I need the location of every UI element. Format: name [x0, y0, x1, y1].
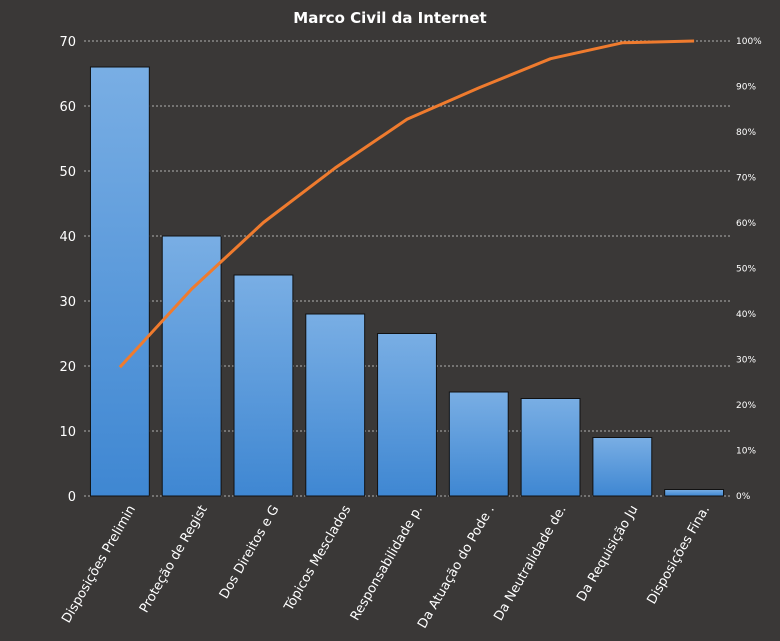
y2-tick-label: 60%	[736, 219, 756, 229]
cumulative-line	[118, 39, 695, 369]
bar	[592, 437, 653, 497]
y2-tick-label: 10%	[736, 447, 756, 457]
y-tick-label: 60	[59, 100, 76, 115]
bar	[305, 313, 366, 497]
x-tick-label: Dos Direitos e G	[217, 503, 283, 602]
x-tick-label: Da Requisição Ju	[574, 503, 641, 604]
bar	[161, 235, 222, 497]
y2-tick-label: 20%	[736, 401, 756, 411]
y-tick-label: 50	[59, 165, 76, 180]
y-tick-label: 40	[59, 230, 76, 245]
y-tick-label: 0	[68, 490, 76, 505]
x-tick-label: Disposições Fina.	[644, 503, 713, 607]
bar	[448, 391, 509, 497]
bar	[89, 66, 150, 497]
right-axis-ticks: 0% 10% 20% 30% 40% 50% 60% 70% 80% 90% 100%	[736, 37, 762, 502]
x-tick-label: Da Neutralidade de.	[491, 503, 569, 624]
cumulative-percent-line	[118, 39, 695, 369]
chart-title: Marco Civil da Internet	[293, 9, 486, 27]
y2-tick-label: 70%	[736, 174, 756, 184]
y-tick-label: 70	[59, 35, 76, 50]
y-tick-label: 10	[59, 425, 76, 440]
bar	[233, 274, 294, 497]
y2-tick-label: 100%	[736, 37, 762, 47]
y2-tick-label: 80%	[736, 128, 756, 138]
bar	[377, 333, 437, 497]
y2-tick-label: 40%	[736, 310, 756, 320]
y2-tick-label: 50%	[736, 265, 756, 275]
y-tick-label: 20	[59, 360, 76, 375]
x-tick-label: Da Atuação do Pode .	[415, 503, 498, 631]
y2-tick-label: 90%	[736, 83, 756, 93]
y2-tick-label: 30%	[736, 356, 756, 366]
left-axis-ticks: 0 10 20 30 40 50 60 70	[59, 35, 76, 505]
y-tick-label: 30	[59, 295, 76, 310]
x-tick-label: Responsabilidade p.	[348, 503, 426, 624]
bar	[520, 398, 581, 497]
bar	[664, 489, 725, 497]
y2-tick-label: 0%	[736, 492, 751, 502]
x-tick-label: Proteção de Regist	[137, 503, 211, 616]
x-tick-label: Tópicos Mesclados	[281, 503, 354, 615]
bars	[89, 66, 725, 497]
x-tick-label: Disposições Prelimin	[59, 503, 139, 626]
